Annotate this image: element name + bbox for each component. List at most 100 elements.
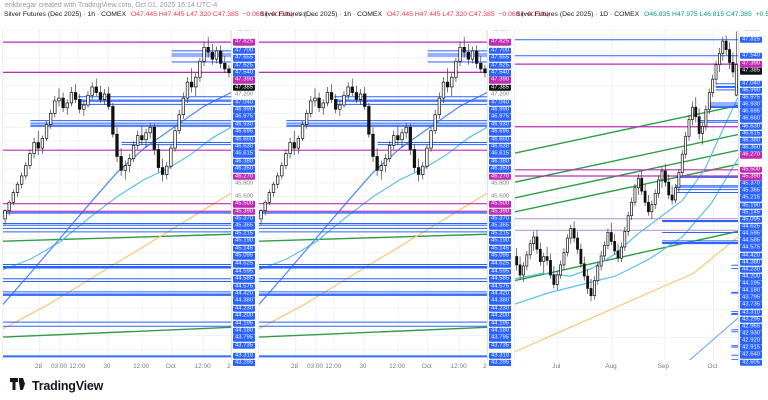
price-label: 46.380 [740,137,763,145]
price-label: 45.190 [489,237,512,245]
price-label: 47.700 [489,47,512,55]
time-label: Sep [657,363,670,370]
price-label: 44.230 [233,305,256,313]
price-label: 44.595 [233,268,256,276]
price-label: 45.370 [233,215,256,223]
price-chart-plot[interactable] [514,30,739,360]
symbol-header: Silver Futures (Dec 2025) · 1h · COMEX O… [260,11,549,18]
time-label: Oct [421,363,432,370]
time-label: Oct [707,363,718,370]
price-label: 47.540 [489,69,512,77]
price-label: 46.930 [489,121,512,129]
price-label: 46.350 [233,165,256,173]
tv-logo-icon [10,378,27,390]
time-label: 2 [227,363,231,370]
price-label: 43.735 [489,342,512,350]
price-label: 42.605 [740,359,763,366]
price-label: 44.420 [233,290,256,298]
tradingview-logo[interactable]: TradingView [10,378,103,393]
time-label: 30 [359,363,367,370]
price-label: 48.000 [742,30,760,33]
price-label: 47.655 [489,54,512,62]
price-label: 44.625 [489,261,512,268]
price-label: 45.800 [491,180,510,187]
price-label: 46.695 [233,128,256,136]
price-label: 45.190 [233,237,256,245]
ohlc-values: O47.445 H47.445 L47.320 C47.385 [386,11,495,18]
price-label: 43.735 [233,342,256,350]
price-label: 45.365 [489,223,512,230]
time-label: 30 [103,363,111,370]
current-price-label: 47.385 [740,67,763,75]
ohlc-values: O46.835 H47.975 L46.815 C47.385 [644,11,752,18]
time-scale[interactable]: 28 03:00 12:00 30 12:00 Oct 12:00 2 [2,360,231,374]
price-label: 46.990 [233,106,256,114]
price-label: 46.660 [233,136,256,143]
tradingview-logo-text: TradingView [32,378,104,393]
price-label: 44.585 [233,275,256,283]
chart-panel-1d: Silver Futures (Dec 2025) · 1D · COMEX O… [512,0,768,400]
price-label: 44.420 [740,252,763,259]
symbol-title: Silver Futures (Dec 2025) · 1h · COMEX [4,11,127,18]
price-label: 42.640 [740,352,763,359]
price-label: 46.930 [233,121,256,129]
time-label: 03:00 [51,363,67,370]
price-label: 46.270 [489,173,512,180]
price-label: 46.930 [740,101,763,109]
price-label: 45.600 [491,193,510,200]
price-label: 46.270 [740,151,763,159]
price-label: 45.095 [233,252,256,260]
symbol-title: Silver Futures (Dec 2025) · 1h · COMEX [260,11,383,18]
price-label: 46.615 [740,130,763,137]
price-label: 44.200 [489,312,512,320]
price-label: 44.380 [233,298,256,305]
price-label: 47.200 [491,91,510,98]
price-label: 43.795 [233,335,256,342]
price-label: 45.390 [233,208,256,215]
price-label: 46.695 [489,128,512,136]
price-label: 45.095 [489,252,512,260]
price-label: 46.350 [740,144,763,152]
price-label: 47.825 [740,36,763,44]
price-label: 43.795 [489,335,512,342]
price-label: 46.660 [740,116,763,123]
price-label: 45.390 [740,173,763,181]
price-label: 44.585 [489,275,512,283]
price-scale[interactable]: USD48.00047.82547.54047.39047.38547.0404… [739,30,768,366]
price-label: 45.600 [235,193,254,200]
price-label: 44.595 [740,230,763,238]
time-label: Jul [552,363,561,370]
price-label: 47.540 [233,69,256,77]
price-chart-plot[interactable] [258,30,488,360]
price-scale[interactable]: USD48.00047.82547.70047.65547.62547.5404… [232,30,256,366]
price-label: 45.370 [740,180,763,188]
price-label: 44.195 [233,320,256,327]
price-label: 47.390 [233,77,256,84]
price-label: 43.295 [489,359,512,366]
price-label: 42.915 [740,345,763,352]
price-label: 44.575 [233,283,256,290]
price-label: 47.625 [489,62,512,69]
price-label: 47.040 [233,99,256,106]
price-label: 46.630 [489,143,512,151]
price-label: 47.540 [740,52,763,60]
price-label: 44.585 [740,237,763,245]
price-label: 46.695 [740,108,763,116]
symbol-header: Silver Futures (Dec 2025) · 1h · COMEX O… [4,11,316,18]
price-label: 44.180 [489,327,512,335]
price-label: 48.000 [491,30,509,33]
price-label: 43.310 [740,309,763,316]
price-label: 43.310 [489,352,512,360]
price-label: 47.390 [489,77,512,84]
time-scale[interactable]: Jul Aug Sep Oct [514,360,737,374]
price-label: 45.500 [233,200,256,208]
time-label: 12:00 [325,363,342,370]
time-scale[interactable]: 28 03:00 12:00 30 12:00 Oct 12:00 2 [258,360,487,374]
price-label: 47.700 [233,47,256,55]
price-label: 42.965 [740,323,763,331]
time-label: 12:00 [389,363,406,370]
price-label: 44.420 [489,290,512,298]
price-scale[interactable]: USD48.00047.82547.70047.65547.62547.5404… [488,30,512,366]
price-label: 45.215 [233,230,256,238]
price-chart-plot[interactable] [2,30,232,360]
